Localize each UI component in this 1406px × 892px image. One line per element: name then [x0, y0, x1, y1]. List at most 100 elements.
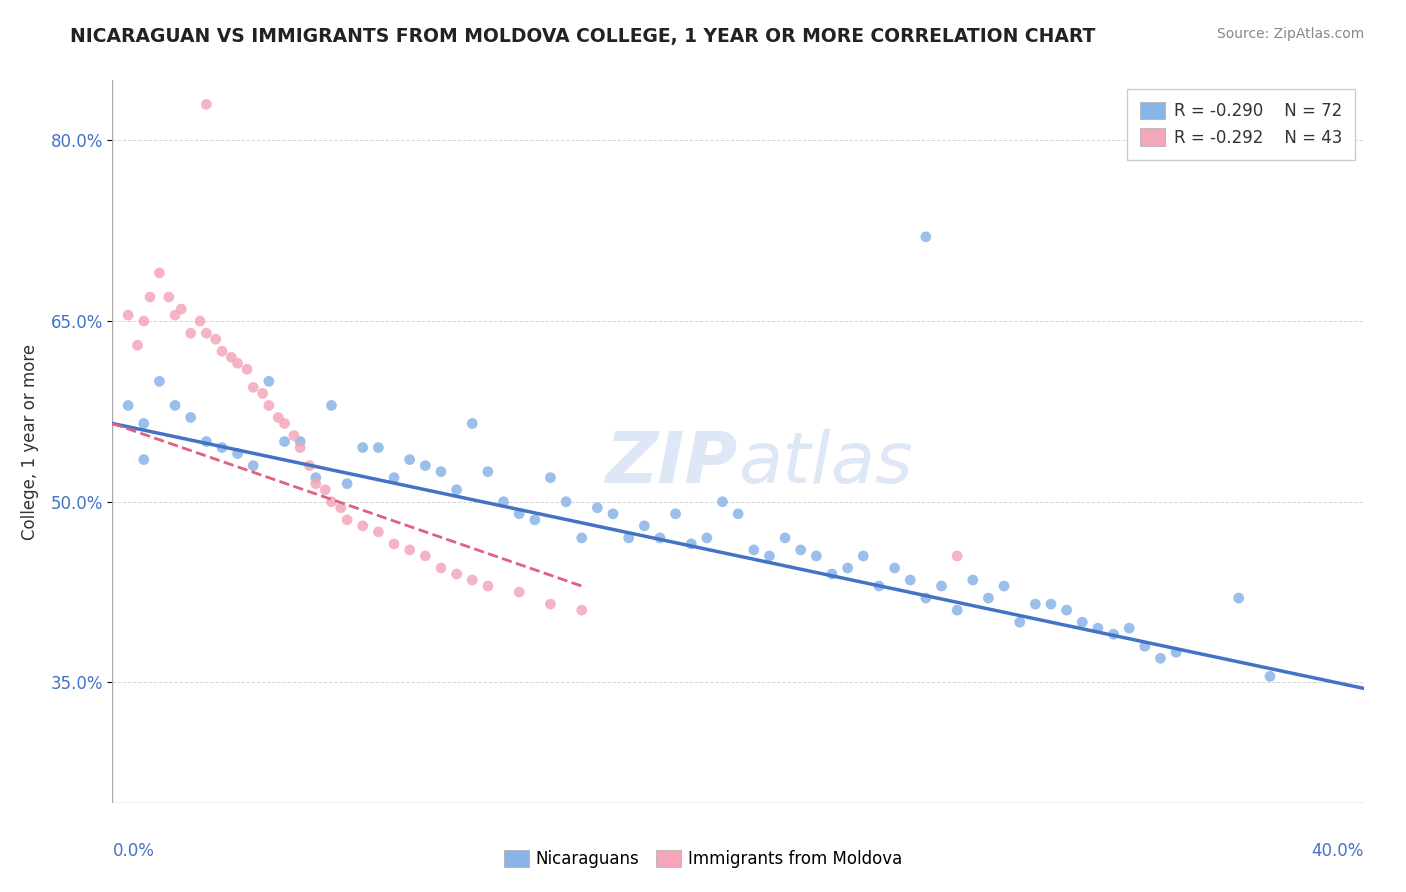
Point: [1118, 621, 1140, 635]
Point: [852, 549, 875, 563]
Point: [242, 458, 264, 473]
Point: [236, 362, 259, 376]
Point: [664, 507, 686, 521]
Point: [806, 549, 828, 563]
Point: [132, 417, 155, 431]
Point: [321, 398, 343, 412]
Point: [1149, 651, 1171, 665]
Point: [305, 476, 328, 491]
Point: [398, 452, 420, 467]
Point: [148, 266, 170, 280]
Point: [993, 579, 1015, 593]
Text: 40.0%: 40.0%: [1312, 842, 1364, 860]
Point: [290, 441, 312, 455]
Point: [257, 375, 280, 389]
Point: [329, 500, 352, 515]
Point: [540, 597, 562, 611]
Point: [1056, 603, 1078, 617]
Point: [571, 531, 593, 545]
Point: [461, 573, 484, 587]
Point: [868, 579, 890, 593]
Point: [290, 434, 312, 449]
Point: [477, 579, 499, 593]
Point: [415, 549, 437, 563]
Point: [267, 410, 290, 425]
Point: [946, 603, 969, 617]
Point: [148, 375, 170, 389]
Point: [367, 441, 389, 455]
Point: [711, 494, 734, 508]
Point: [252, 386, 274, 401]
Text: NICARAGUAN VS IMMIGRANTS FROM MOLDOVA COLLEGE, 1 YEAR OR MORE CORRELATION CHART: NICARAGUAN VS IMMIGRANTS FROM MOLDOVA CO…: [70, 27, 1095, 45]
Point: [648, 531, 671, 545]
Point: [273, 417, 295, 431]
Point: [382, 537, 405, 551]
Point: [492, 494, 515, 508]
Point: [430, 465, 453, 479]
Point: [163, 308, 186, 322]
Point: [962, 573, 984, 587]
Point: [773, 531, 796, 545]
Point: [257, 398, 280, 412]
Point: [305, 470, 328, 484]
Point: [742, 542, 765, 557]
Point: [204, 332, 226, 346]
Point: [221, 350, 243, 364]
Point: [883, 561, 905, 575]
Y-axis label: College, 1 year or more: College, 1 year or more: [21, 343, 39, 540]
Point: [977, 591, 1000, 605]
Point: [915, 230, 938, 244]
Point: [931, 579, 953, 593]
Point: [195, 434, 218, 449]
Point: [446, 483, 468, 497]
Point: [617, 531, 640, 545]
Point: [157, 290, 180, 304]
Point: [758, 549, 780, 563]
Point: [117, 398, 139, 412]
Point: [273, 434, 295, 449]
Point: [446, 567, 468, 582]
Point: [633, 519, 655, 533]
Point: [1102, 627, 1125, 641]
Point: [508, 585, 530, 599]
Point: [540, 470, 562, 484]
Point: [602, 507, 624, 521]
Point: [352, 519, 374, 533]
Legend: Nicaraguans, Immigrants from Moldova: Nicaraguans, Immigrants from Moldova: [498, 843, 908, 875]
Point: [555, 494, 578, 508]
Point: [523, 513, 546, 527]
Point: [132, 314, 155, 328]
Point: [226, 356, 249, 370]
Text: ZIP: ZIP: [606, 429, 738, 498]
Point: [298, 458, 321, 473]
Text: 0.0%: 0.0%: [112, 842, 155, 860]
Point: [508, 507, 530, 521]
Point: [415, 458, 437, 473]
Point: [571, 603, 593, 617]
Point: [117, 308, 139, 322]
Point: [461, 417, 484, 431]
Point: [180, 326, 202, 340]
Point: [790, 542, 813, 557]
Point: [226, 446, 249, 460]
Point: [314, 483, 336, 497]
Point: [837, 561, 859, 575]
Point: [367, 524, 389, 539]
Point: [336, 476, 359, 491]
Point: [211, 344, 233, 359]
Point: [1087, 621, 1109, 635]
Point: [211, 441, 233, 455]
Point: [321, 494, 343, 508]
Point: [1008, 615, 1031, 630]
Point: [430, 561, 453, 575]
Point: [283, 428, 305, 442]
Point: [477, 465, 499, 479]
Point: [915, 591, 938, 605]
Point: [195, 97, 218, 112]
Legend: R = -0.290    N = 72, R = -0.292    N = 43: R = -0.290 N = 72, R = -0.292 N = 43: [1128, 88, 1355, 160]
Point: [170, 301, 193, 317]
Point: [132, 452, 155, 467]
Point: [139, 290, 162, 304]
Point: [821, 567, 844, 582]
Point: [352, 441, 374, 455]
